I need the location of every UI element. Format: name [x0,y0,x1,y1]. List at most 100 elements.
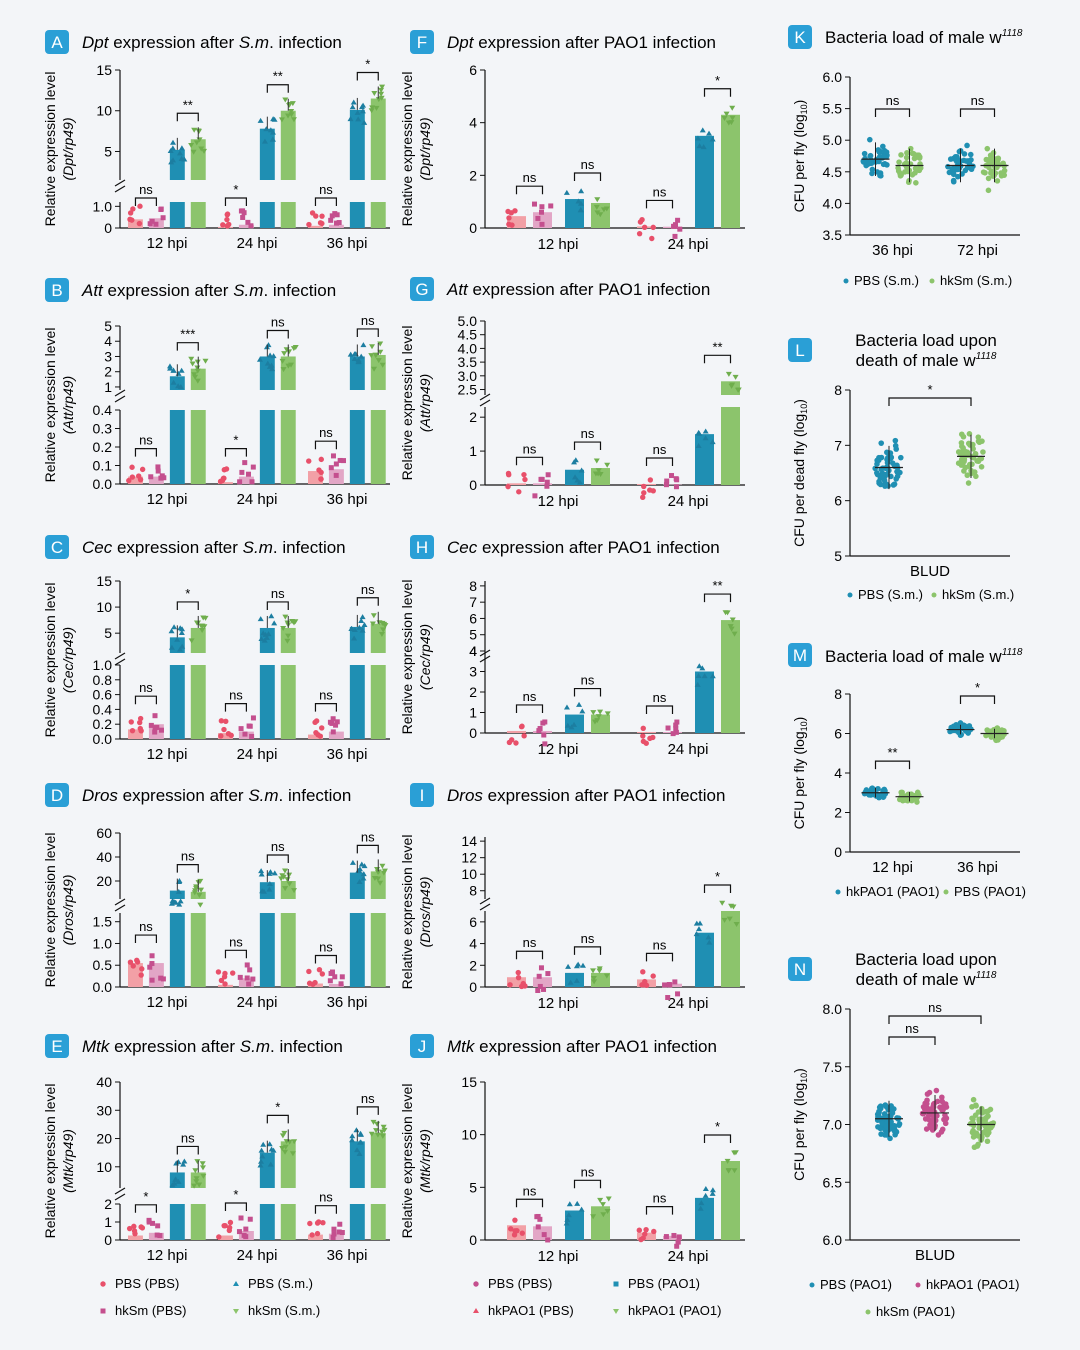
data-point [328,465,334,471]
panel-badge [45,535,69,559]
bar [565,972,584,987]
bar [190,665,206,739]
data-point [903,154,910,161]
data-point [887,450,894,456]
data-point [896,159,902,165]
significance-label: * [275,1099,280,1114]
significance-bracket [515,704,544,713]
data-point [519,1230,526,1236]
bar [328,731,344,739]
bar [370,1204,386,1240]
data-point [574,477,581,483]
data-point [693,931,700,937]
data-point [306,221,312,228]
y-tick-label: 3 [104,348,112,364]
data-point [637,219,644,225]
data-point [169,897,176,903]
bar [328,1233,344,1240]
data-point [596,966,603,972]
bar [721,407,740,485]
panel-title: Dros expression after S.m. infection [82,786,351,805]
x-tick-label: 72 hpi [957,242,998,259]
data-point [171,624,178,630]
data-point [662,982,668,988]
legend-marker [613,1309,619,1314]
significance-bracket [266,84,289,93]
data-point [358,353,365,359]
x-tick-label: 12 hpi [147,491,188,508]
y-tick-label: 5 [104,318,112,334]
data-point [904,150,910,156]
data-point [650,488,656,494]
data-point [236,1229,242,1235]
data-point [247,723,253,729]
bar [370,98,386,180]
bar [280,913,296,987]
panel-title: death of male w1118 [856,970,997,989]
data-point [359,614,366,620]
bar [637,1232,656,1240]
y-tick-label: 3.5 [823,227,843,243]
y-tick-label: 7.0 [823,1117,843,1133]
data-point [349,859,356,865]
bar [280,410,296,484]
data-point [967,151,974,158]
data-point [565,963,572,969]
data-point [673,726,679,732]
data-point [636,230,643,237]
data-point [129,727,136,734]
data-point [267,127,274,133]
panel-M: M Bacteria load of male w1118 CFU per fly … [788,643,1026,899]
y-axis-label: CFU per fly (log10) [791,100,809,213]
data-point [351,635,358,641]
significance-bracket [959,695,996,704]
data-point [266,1141,273,1147]
bar [533,977,552,987]
panel-letter: L [795,341,804,360]
data-point [980,449,986,455]
legend-label: PBS (S.m.) [248,1276,313,1291]
data-point [177,646,184,652]
data-point [290,117,297,123]
bar [695,1197,714,1240]
data-point [709,1187,716,1193]
panel-badge [788,25,812,49]
significance-bracket [515,456,544,466]
significance-bracket [645,952,674,962]
significance-label: * [143,1189,148,1204]
data-point [258,871,265,877]
data-point [370,1119,377,1125]
data-point [643,982,650,989]
y-tick-label: 0 [469,1232,477,1248]
data-point [650,973,656,979]
data-point [189,361,196,367]
bar [349,109,365,180]
data-point [356,1150,363,1156]
data-point [537,1216,543,1222]
axis-break [114,652,126,660]
data-point [306,458,312,464]
data-point [535,215,541,221]
data-point [709,136,716,142]
panel-B: B Att expression after S.m. infection Rela… [42,278,390,508]
data-point [640,494,646,501]
data-point [378,1129,385,1135]
data-point [535,1213,541,1219]
data-point [725,1168,732,1174]
data-point [336,1229,342,1235]
y-tick-label: 4 [834,765,842,781]
axis-break [114,389,126,397]
significance-label: ns [139,433,153,448]
significance-bracket [176,112,199,122]
legend-marker [847,592,853,598]
y-tick-label: 20 [96,1131,112,1147]
y-tick-label: 8 [469,883,477,899]
data-point [334,719,340,725]
legend-label: hkSm (S.m.) [940,273,1012,288]
data-point [565,1212,572,1218]
data-point [153,221,159,227]
data-point [877,481,884,488]
panel-letter: J [418,1037,427,1056]
data-point [896,796,903,803]
